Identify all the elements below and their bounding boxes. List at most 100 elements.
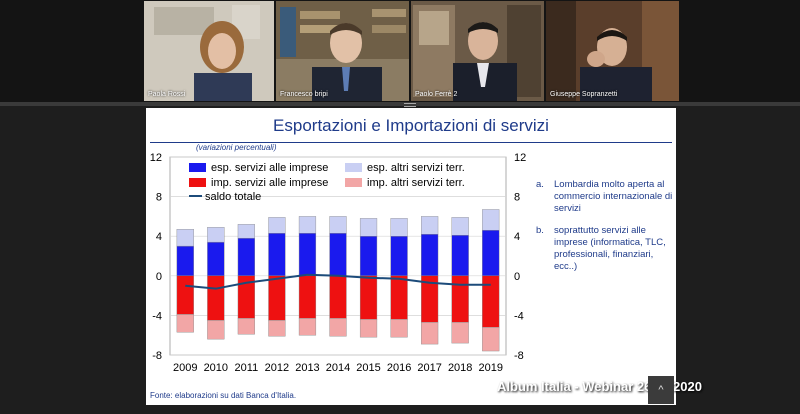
services-trade-chart: 12 8 4 0 -4 -8 12 8 4 0 -4 -8 2009 2010 2011 2012 2013… xyxy=(150,152,526,374)
bar-segment xyxy=(176,275,194,315)
y-tick-label-right: 12 xyxy=(514,152,526,164)
bar-segment xyxy=(268,320,286,337)
x-tick-label: 2010 xyxy=(204,362,228,374)
x-tick-label: 2014 xyxy=(326,362,350,374)
bar-segment xyxy=(421,234,439,277)
participant-name: Giuseppe Sopranzetti xyxy=(550,91,618,98)
bar-segment xyxy=(390,235,408,276)
bar-segment xyxy=(390,319,408,338)
bar-segment xyxy=(329,275,347,319)
legend-label: esp. servizi alle imprese xyxy=(211,162,329,174)
bar-segment xyxy=(482,230,500,277)
resize-grip-icon[interactable] xyxy=(404,103,416,107)
x-tick-label: 2015 xyxy=(356,362,380,374)
legend-swatch xyxy=(345,178,362,187)
x-tick-label: 2009 xyxy=(173,362,197,374)
legend-swatch xyxy=(345,163,362,172)
participant-tile-1[interactable]: Paola Rossi xyxy=(144,1,274,101)
slide-notes: a. Lombardia molto aperta al commercio in… xyxy=(526,179,676,283)
bar-segment xyxy=(329,318,347,337)
x-tick-label: 2017 xyxy=(417,362,441,374)
y-tick-label-right: 4 xyxy=(514,231,520,243)
legend-label: esp. altri servizi terr. xyxy=(367,162,465,174)
participant-video-4 xyxy=(546,1,679,101)
legend-item-esp-altri: esp. altri servizi terr. xyxy=(345,162,465,174)
title-rule xyxy=(150,142,672,143)
y-tick-label: -4 xyxy=(152,310,162,322)
participant-name: Paola Rossi xyxy=(148,91,186,98)
slide-source: Fonte: elaborazioni su dati Banca d'Ital… xyxy=(150,391,297,400)
legend-item-imp-imprese: imp. servizi alle imprese xyxy=(189,177,328,189)
y-tick-label-right: -4 xyxy=(514,310,524,322)
bar-segment xyxy=(176,314,194,333)
bar-segment xyxy=(482,209,500,231)
bar-segment xyxy=(176,245,194,276)
legend-swatch xyxy=(189,163,206,172)
bar-segment xyxy=(421,216,439,235)
participant-tile-3[interactable]: Paolo Ferrè 2 xyxy=(411,1,544,101)
bar-segment xyxy=(268,233,286,277)
bar-segment xyxy=(268,275,286,321)
legend-item-esp-imprese: esp. servizi alle imprese xyxy=(189,162,328,174)
bar-segment xyxy=(390,218,408,237)
bar-segment xyxy=(298,318,317,336)
participant-name: Paolo Ferrè 2 xyxy=(415,91,458,98)
participant-strip: Paola Rossi Francesco bripi xyxy=(0,0,800,102)
slide-title: Esportazioni e Importazioni di servizi xyxy=(273,116,549,135)
slide-subtitle: (variazioni percentuali) xyxy=(196,143,277,152)
participant-tile-4[interactable]: Giuseppe Sopranzetti xyxy=(546,1,679,101)
y-tick-label-right: -8 xyxy=(514,350,524,362)
bar-segment xyxy=(329,216,347,234)
bar-segment xyxy=(359,235,378,276)
legend-label: saldo totale xyxy=(205,191,262,203)
participant-video-1 xyxy=(144,1,274,101)
bar-segment xyxy=(359,218,378,237)
legend-label: imp. altri servizi terr. xyxy=(367,177,465,189)
note-item: b. soprattutto servizi alle imprese (info… xyxy=(536,225,666,272)
legend-swatch xyxy=(189,178,206,187)
bar-segment xyxy=(390,275,408,320)
y-tick-label: 4 xyxy=(156,231,162,243)
y-tick-label: -8 xyxy=(152,350,162,362)
x-tick-label: 2016 xyxy=(387,362,411,374)
bar-segment xyxy=(268,217,286,234)
y-tick-label-right: 8 xyxy=(514,192,520,204)
bar-segment xyxy=(482,327,500,352)
participant-video-3 xyxy=(411,1,544,101)
y-tick-label-right: 0 xyxy=(514,271,520,283)
bar-segment xyxy=(298,275,317,319)
legend-label: imp. servizi alle imprese xyxy=(211,177,329,189)
bar-segment xyxy=(176,229,194,247)
bar-segment xyxy=(207,227,225,243)
x-tick-label: 2011 xyxy=(235,362,259,374)
bar-segment xyxy=(207,275,225,321)
saldo-line xyxy=(185,273,491,290)
y-tick-label: 0 xyxy=(156,271,162,283)
x-tick-label: 2019 xyxy=(478,362,502,374)
bar-segment xyxy=(237,224,255,239)
bar-segment xyxy=(482,275,500,328)
x-tick-label: 2013 xyxy=(295,362,319,374)
bar-segment xyxy=(451,275,469,323)
y-tick-label: 8 xyxy=(156,192,162,204)
bar-segment xyxy=(298,216,317,234)
legend-item-imp-altri: imp. altri servizi terr. xyxy=(345,177,465,189)
participant-name: Francesco bripi xyxy=(280,91,328,98)
bar-segment xyxy=(207,241,225,276)
bar-segment xyxy=(329,233,347,277)
bar-segment xyxy=(421,322,439,345)
bar-segment xyxy=(451,235,469,276)
expand-caret-icon[interactable]: ^ xyxy=(648,376,674,404)
bar-segment xyxy=(451,217,469,236)
bar-segment xyxy=(359,275,378,320)
participant-tile-2[interactable]: Francesco bripi xyxy=(276,1,409,101)
note-item: a. Lombardia molto aperta al commercio in… xyxy=(536,179,673,214)
bar-segment xyxy=(207,320,225,340)
legend-line xyxy=(189,195,202,197)
legend-item-saldo: saldo totale xyxy=(189,191,261,203)
panel-divider[interactable] xyxy=(0,102,800,106)
bar-segment xyxy=(237,237,255,276)
bar-segment xyxy=(359,319,378,338)
participant-video-2 xyxy=(276,1,409,101)
bar-segment xyxy=(298,233,317,277)
